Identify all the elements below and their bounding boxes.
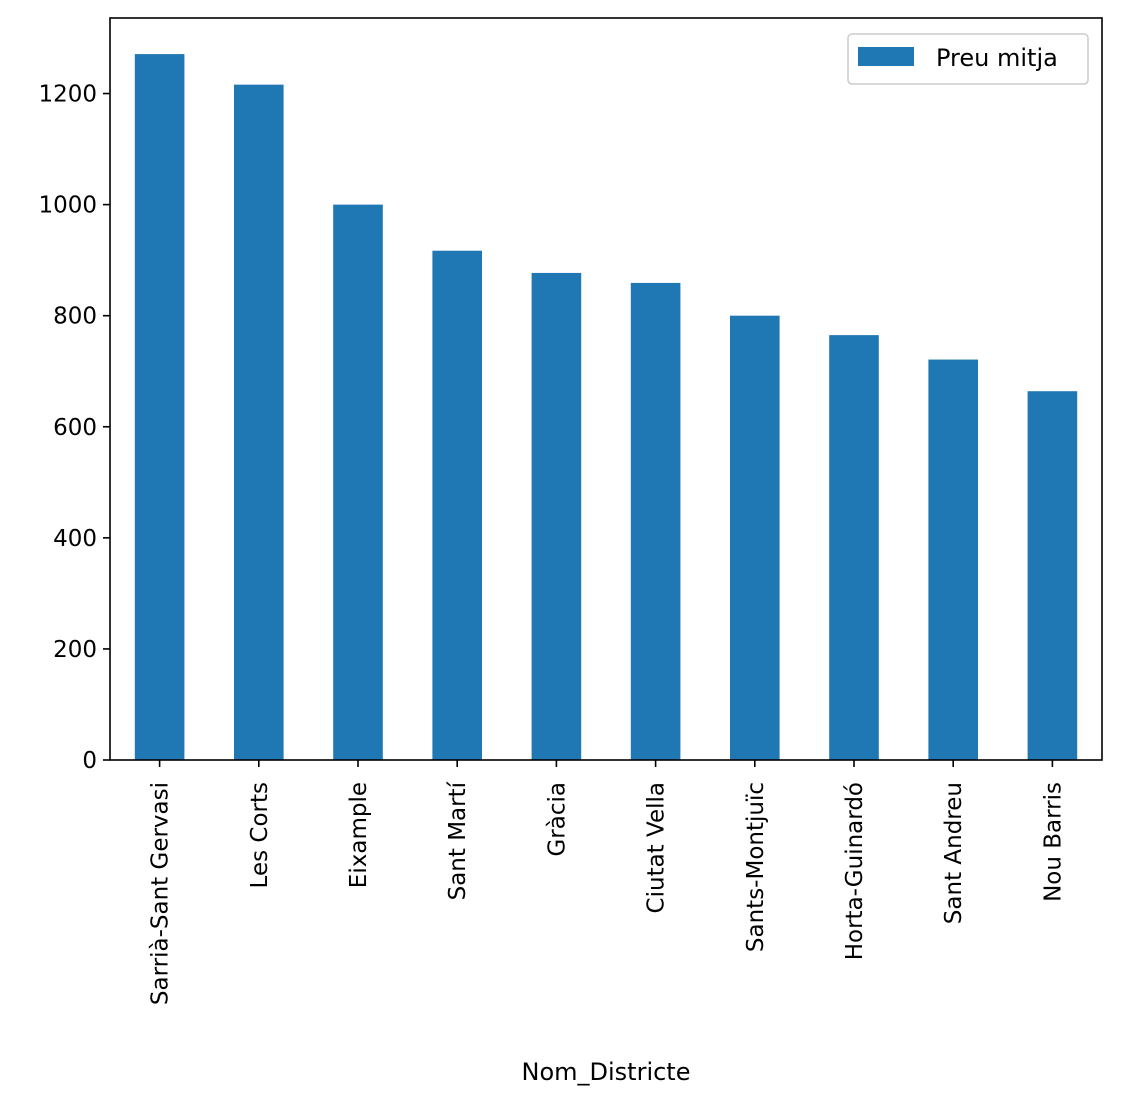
legend-swatch [858,47,914,66]
x-tick-label: Sants-Montjuïc [743,782,769,952]
x-tick-label: Horta-Guinardó [842,782,868,960]
y-tick-label: 800 [53,304,97,330]
bar [1027,391,1078,760]
y-tick-label: 400 [53,526,97,552]
x-tick-label: Gràcia [544,782,570,857]
x-tick-label: Eixample [346,782,372,888]
x-tick-label: Nou Barris [1040,782,1066,902]
x-tick-label: Sant Andreu [941,782,967,924]
y-tick-label: 1000 [38,193,97,219]
bar [730,315,780,760]
y-tick-label: 0 [82,748,97,774]
bar [531,272,582,760]
bars-layer [134,54,1078,761]
y-tick-label: 1200 [38,82,97,108]
x-axis: Sarrià-Sant Gervasi Les Corts Eixample Sant… [148,760,1066,1005]
legend-box [847,33,1089,85]
plot-frame [109,17,1103,761]
y-axis: 0 200 400 600 800 1000 1200 [38,82,110,774]
legend-label: Preu mitja [936,44,1058,72]
bar [234,84,284,760]
bar [333,204,383,760]
bar [432,250,482,761]
legend: Preu mitja [847,33,1089,85]
bar [829,335,879,760]
bar [630,282,681,760]
bar [134,54,185,761]
y-tick-label: 600 [53,415,97,441]
x-tick-label: Sarrià-Sant Gervasi [148,782,174,1005]
x-tick-label: Ciutat Vella [644,782,670,913]
x-tick-label: Les Corts [247,782,273,888]
x-tick-label: Sant Martí [445,781,471,900]
bar [928,359,978,760]
x-axis-label: Nom_Districte [522,1058,691,1086]
y-tick-label: 200 [53,637,97,663]
